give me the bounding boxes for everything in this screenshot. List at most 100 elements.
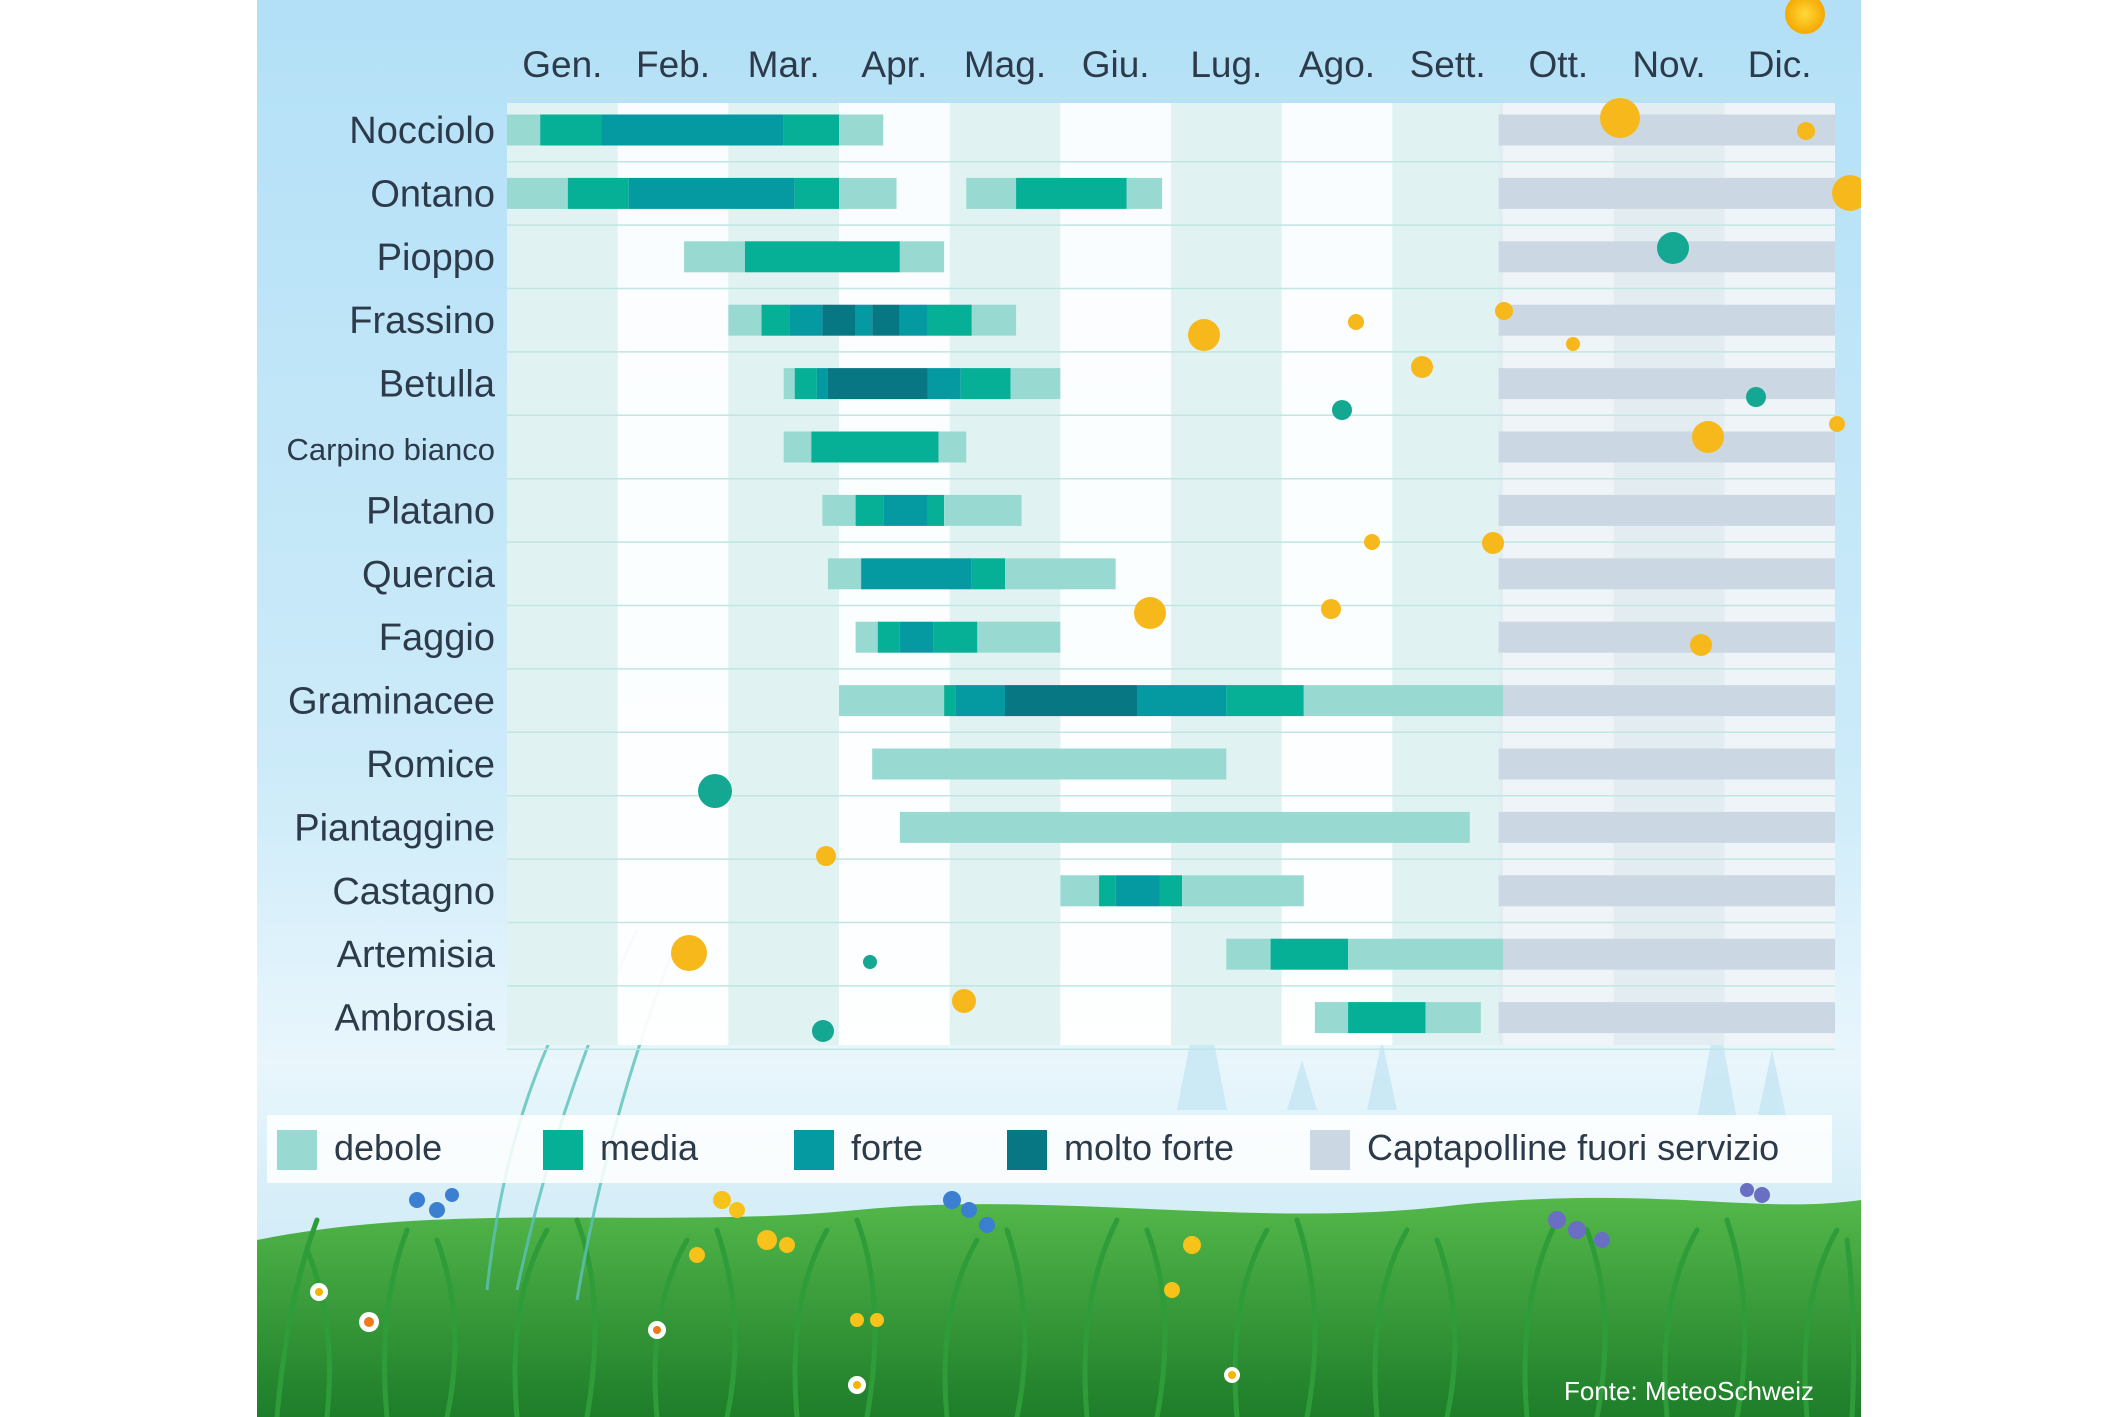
legend-label: debole xyxy=(334,1127,442,1168)
pollen-bar-media xyxy=(927,494,945,526)
plant-label: Quercia xyxy=(362,554,496,596)
out-of-service-bar xyxy=(1498,621,1835,653)
pollen-bar-debole xyxy=(977,621,1061,653)
plant-label: Castagno xyxy=(332,871,495,913)
plant-label: Betulla xyxy=(379,364,496,406)
pollen-bar-forte xyxy=(899,621,934,653)
pollen-bar-debole xyxy=(728,304,762,336)
out-of-service-bar xyxy=(1498,748,1835,780)
pollen-bar-debole xyxy=(966,177,1017,209)
pollen-bar-forte xyxy=(1137,685,1227,717)
pollen-bar-debole xyxy=(899,811,1470,843)
month-label: Apr. xyxy=(861,44,927,85)
pollen-bar-media xyxy=(794,368,817,400)
pollen-calendar-chart: Gen. Feb. Mar. Apr. Mag. Giu. Lug. Ago. Sett. Ott… xyxy=(257,0,1861,1417)
month-label: Gen. xyxy=(522,44,602,85)
pollen-calendar-poster: Gen. Feb. Mar. Apr. Mag. Giu. Lug. Ago. Sett. Ott… xyxy=(257,0,1861,1417)
month-label: Giu. xyxy=(1082,44,1150,85)
month-label: Mag. xyxy=(964,44,1046,85)
pollen-bar-forte xyxy=(861,558,972,590)
month-label: Nov. xyxy=(1632,44,1705,85)
month-label: Feb. xyxy=(636,44,710,85)
pollen-bar-debole xyxy=(839,114,884,146)
pollen-bar-debole xyxy=(1005,558,1116,590)
pollen-bar-molto-forte xyxy=(1005,685,1138,717)
legend-label: Captapolline fuori servizio xyxy=(1367,1127,1779,1168)
pollen-bar-forte xyxy=(601,114,784,146)
pollen-bar-media xyxy=(1270,938,1349,970)
month-label: Ott. xyxy=(1529,44,1589,85)
pollen-bar-forte xyxy=(927,368,961,400)
pollen-bar-molto-forte xyxy=(827,368,928,400)
pollen-bar-media xyxy=(540,114,602,146)
meadow-flowers xyxy=(310,1183,1770,1394)
legend-swatch xyxy=(794,1130,834,1170)
out-of-service-bar xyxy=(1498,494,1835,526)
pollen-bar-media xyxy=(783,114,839,146)
pollen-bar-media xyxy=(761,304,790,336)
plant-label: Piantaggine xyxy=(294,807,495,849)
out-of-service-bar xyxy=(1498,304,1835,336)
pollen-bar-media xyxy=(1016,177,1127,209)
pollen-bar-forte xyxy=(816,368,828,400)
out-of-service-bar xyxy=(1498,558,1835,590)
legend-swatch xyxy=(277,1130,317,1170)
pollen-bar-forte xyxy=(883,494,928,526)
out-of-service-bar xyxy=(1498,1002,1835,1034)
pollen-bar-media xyxy=(811,431,939,463)
pollen-bar-debole xyxy=(822,494,856,526)
pollen-bar-debole xyxy=(1314,1002,1349,1034)
out-of-service-bar xyxy=(1498,431,1835,463)
pollen-bar-media xyxy=(944,685,956,717)
pollen-bar-forte xyxy=(1115,875,1160,907)
out-of-service-bar xyxy=(1498,685,1835,717)
legend-swatch xyxy=(1310,1130,1350,1170)
plant-label: Artemisia xyxy=(337,934,496,976)
pollen-bar-molto-forte xyxy=(872,304,900,336)
pollen-bar-debole xyxy=(1226,938,1271,970)
pollen-bar-media xyxy=(744,241,900,273)
pollen-bar-media xyxy=(567,177,629,209)
legend-swatch xyxy=(1007,1130,1047,1170)
source-note: Fonte: MeteoSchweiz xyxy=(1564,1376,1814,1406)
pollen-bar-debole xyxy=(684,241,745,273)
legend-label: molto forte xyxy=(1064,1127,1234,1168)
pollen-bar-debole xyxy=(1303,685,1503,717)
out-of-service-bar xyxy=(1498,368,1835,400)
pollen-bar-debole xyxy=(1182,875,1304,907)
month-label: Ago. xyxy=(1299,44,1375,85)
plant-label: Nocciolo xyxy=(349,110,495,152)
pollen-bar-debole xyxy=(839,177,897,209)
legend-box xyxy=(267,1115,1832,1183)
pollen-bar-media xyxy=(960,368,1011,400)
pollen-bar-media xyxy=(1348,1002,1426,1034)
out-of-service-bar xyxy=(1498,114,1835,146)
legend-label: media xyxy=(600,1127,699,1168)
grass-meadow xyxy=(257,929,1861,1417)
pollen-bar-debole xyxy=(827,558,862,590)
month-label: Dic. xyxy=(1748,44,1812,85)
pollen-bar-forte xyxy=(855,304,873,336)
pollen-bar-debole xyxy=(507,177,568,209)
pollen-bar-debole xyxy=(1060,875,1100,907)
plant-label: Romice xyxy=(366,744,495,786)
pollen-bar-forte xyxy=(789,304,823,336)
plant-label: Ontano xyxy=(370,173,495,215)
pollen-bar-debole xyxy=(1126,177,1163,209)
pollen-bar-debole xyxy=(944,494,1022,526)
month-stripe xyxy=(507,103,618,1045)
pollen-bar-debole xyxy=(938,431,967,463)
legend-label: forte xyxy=(851,1127,923,1168)
pollen-bar-media xyxy=(971,558,1005,590)
pollen-bar-media xyxy=(933,621,978,653)
pollen-grain-decorations xyxy=(671,98,1861,1042)
out-of-service-bar xyxy=(1498,811,1835,843)
pollen-bar-forte xyxy=(628,177,795,209)
plant-label: Carpino bianco xyxy=(286,432,495,467)
out-of-service-area xyxy=(1498,103,1835,1045)
pollen-bar-media xyxy=(855,494,884,526)
legend: debole media forte molto forte Captapolline … xyxy=(267,1115,1832,1183)
pollen-bar-media xyxy=(1159,875,1183,907)
month-labels: Gen. Feb. Mar. Apr. Mag. Giu. Lug. Ago. Sett. Ott… xyxy=(522,44,1811,85)
pollen-bar-debole xyxy=(1010,368,1061,400)
